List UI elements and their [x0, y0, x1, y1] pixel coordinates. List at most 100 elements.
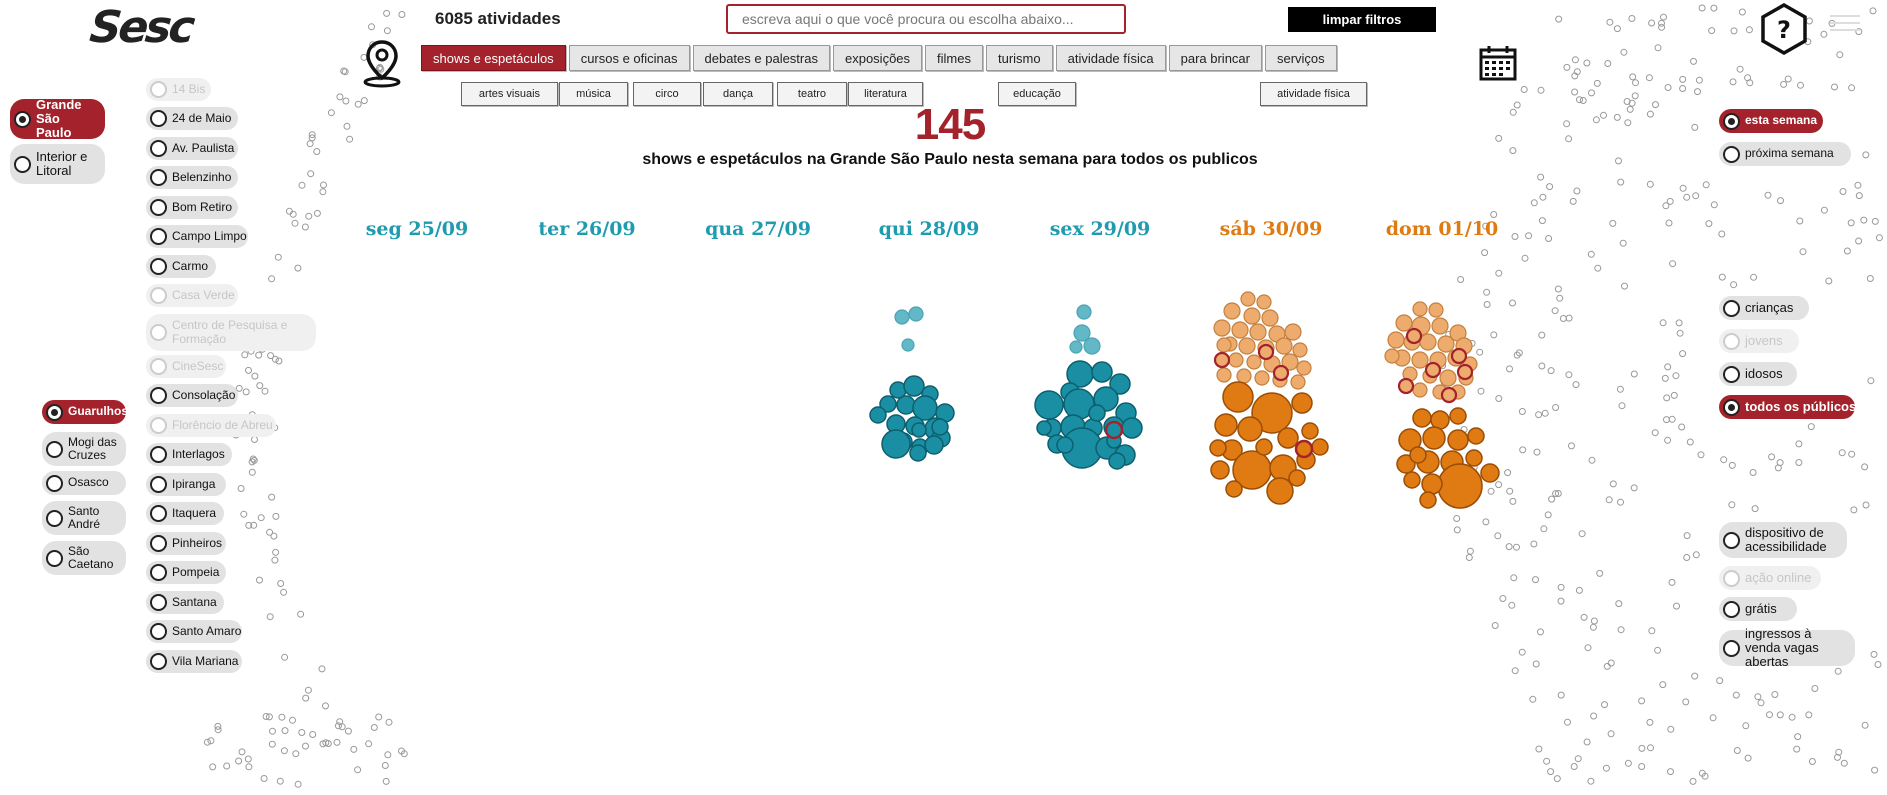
- city-mogi-das-cruzes[interactable]: Mogi das Cruzes: [42, 432, 126, 466]
- activity-bubble[interactable]: [1254, 370, 1270, 386]
- period-proxima-semana[interactable]: próxima semana: [1719, 142, 1851, 166]
- activity-bubble[interactable]: [1036, 420, 1052, 436]
- audience-todos-os-publicos[interactable]: todos os públicos: [1719, 395, 1856, 419]
- activity-bubble[interactable]: [1277, 427, 1299, 449]
- unit-pinheiros[interactable]: Pinheiros: [146, 532, 226, 555]
- activity-bubble[interactable]: [1456, 363, 1474, 381]
- map-pin-icon[interactable]: [360, 38, 404, 88]
- activity-bubble[interactable]: [1447, 429, 1469, 451]
- region-grande-sao-paulo[interactable]: Grande São Paulo: [10, 97, 105, 140]
- extra-acessibilidade[interactable]: dispositivo de acessibilidade: [1719, 522, 1847, 558]
- subcategory-teatro[interactable]: teatro: [777, 82, 847, 106]
- city-guarulhos[interactable]: Guarulhos: [42, 400, 128, 424]
- activity-bubble[interactable]: [1246, 354, 1262, 370]
- activity-bubble[interactable]: [1292, 342, 1308, 358]
- activity-bubble[interactable]: [1210, 460, 1230, 480]
- unit-centro-de-pesquisa[interactable]: Centro de Pesquisa e Formação: [146, 314, 316, 351]
- activity-bubble[interactable]: [1281, 353, 1299, 371]
- subcategory-educacao[interactable]: educação: [998, 82, 1076, 106]
- activity-bubble[interactable]: [911, 422, 927, 438]
- city-sao-caetano[interactable]: São Caetano: [42, 541, 126, 575]
- activity-bubble[interactable]: [1437, 335, 1455, 353]
- activity-bubble[interactable]: [931, 418, 949, 436]
- activity-bubble[interactable]: [1121, 417, 1143, 439]
- unit-belenzinho[interactable]: Belenzinho: [146, 166, 238, 189]
- subcategory-musica[interactable]: música: [559, 82, 628, 106]
- audience-criancas[interactable]: crianças: [1719, 296, 1809, 320]
- activity-bubble[interactable]: [879, 395, 897, 413]
- activity-bubble[interactable]: [1251, 392, 1293, 434]
- unit-itaquera[interactable]: Itaquera: [146, 502, 224, 525]
- activity-bubble[interactable]: [1256, 294, 1272, 310]
- unit-pompeia[interactable]: Pompeia: [146, 561, 226, 584]
- period-esta-semana[interactable]: esta semana: [1719, 109, 1823, 133]
- category-turismo[interactable]: turismo: [985, 45, 1053, 71]
- activity-bubble[interactable]: [881, 429, 911, 459]
- activity-bubble[interactable]: [924, 435, 944, 455]
- activity-bubble[interactable]: [1261, 309, 1279, 327]
- activity-bubble[interactable]: [1412, 382, 1428, 398]
- activity-bubble[interactable]: [1034, 390, 1064, 420]
- subcategory-artes-visuais[interactable]: artes visuais: [461, 82, 558, 106]
- activity-bubble[interactable]: [1236, 368, 1252, 384]
- activity-bubble[interactable]: [1422, 426, 1446, 450]
- activity-bubble[interactable]: [1231, 321, 1249, 339]
- activity-bubble[interactable]: [1076, 304, 1092, 320]
- region-interior-litoral[interactable]: Interior e Litoral: [10, 144, 105, 184]
- city-santo-andre[interactable]: Santo André: [42, 501, 126, 535]
- activity-bubble[interactable]: [908, 306, 924, 322]
- activity-bubble[interactable]: [1257, 343, 1275, 361]
- audience-jovens[interactable]: jovens: [1719, 329, 1799, 353]
- activity-bubble[interactable]: [1311, 438, 1329, 456]
- activity-bubble[interactable]: [1405, 327, 1423, 345]
- unit-cinesesc[interactable]: CineSesc: [146, 355, 226, 378]
- activity-bubble[interactable]: [1440, 386, 1458, 404]
- unit-consolacao[interactable]: Consolação: [146, 384, 238, 407]
- activity-bubble[interactable]: [1409, 446, 1427, 464]
- activity-bubble[interactable]: [1237, 416, 1263, 442]
- activity-bubble[interactable]: [1480, 463, 1500, 483]
- category-servicos[interactable]: serviços: [1264, 45, 1337, 71]
- activity-bubble[interactable]: [1450, 347, 1468, 365]
- activity-bubble[interactable]: [1214, 413, 1238, 437]
- activity-bubble[interactable]: [1069, 340, 1083, 354]
- activity-bubble[interactable]: [1109, 373, 1131, 395]
- activity-bubble[interactable]: [1272, 364, 1290, 382]
- search-input[interactable]: [726, 4, 1126, 34]
- activity-bubble[interactable]: [1395, 314, 1413, 332]
- unit-carmo[interactable]: Carmo: [146, 255, 216, 278]
- activity-bubble[interactable]: [1296, 360, 1312, 376]
- activity-bubble[interactable]: [1397, 377, 1415, 395]
- activity-bubble[interactable]: [1288, 469, 1306, 487]
- subcategory-literatura[interactable]: literatura: [848, 82, 923, 106]
- activity-bubble[interactable]: [1213, 351, 1231, 369]
- activity-bubble[interactable]: [1465, 449, 1483, 467]
- activity-bubble[interactable]: [1056, 436, 1074, 454]
- activity-bubble[interactable]: [1419, 333, 1437, 351]
- menu-icon[interactable]: [1830, 14, 1860, 32]
- activity-bubble[interactable]: [1387, 331, 1405, 349]
- activity-bubble[interactable]: [1301, 422, 1319, 440]
- activity-bubble[interactable]: [1073, 324, 1091, 342]
- unit-24-de-maio[interactable]: 24 de Maio: [146, 107, 238, 130]
- activity-bubble[interactable]: [1255, 438, 1273, 456]
- activity-bubble[interactable]: [1290, 374, 1306, 390]
- category-cursos[interactable]: cursos e oficinas: [568, 45, 690, 71]
- category-shows[interactable]: shows e espetáculos: [421, 45, 566, 71]
- activity-bubble[interactable]: [1467, 427, 1485, 445]
- activity-bubble[interactable]: [1222, 381, 1254, 413]
- subcategory-circo[interactable]: circo: [633, 82, 701, 106]
- activity-bubble[interactable]: [1213, 319, 1231, 337]
- extra-acao-online[interactable]: ação online: [1719, 566, 1821, 590]
- activity-bubble[interactable]: [1238, 337, 1256, 355]
- category-para-brincar[interactable]: para brincar: [1168, 45, 1262, 71]
- unit-santana[interactable]: Santana: [146, 591, 224, 614]
- activity-bubble[interactable]: [1083, 337, 1101, 355]
- extra-ingressos-a-venda[interactable]: ingressos à venda vagas abertas: [1719, 626, 1855, 669]
- activity-bubble[interactable]: [1411, 351, 1429, 369]
- activity-bubble[interactable]: [1223, 302, 1241, 320]
- activity-bubble[interactable]: [1384, 348, 1400, 364]
- unit-interlagos[interactable]: Interlagos: [146, 443, 232, 466]
- category-debates[interactable]: debates e palestras: [692, 45, 830, 71]
- unit-ipiranga[interactable]: Ipiranga: [146, 473, 226, 496]
